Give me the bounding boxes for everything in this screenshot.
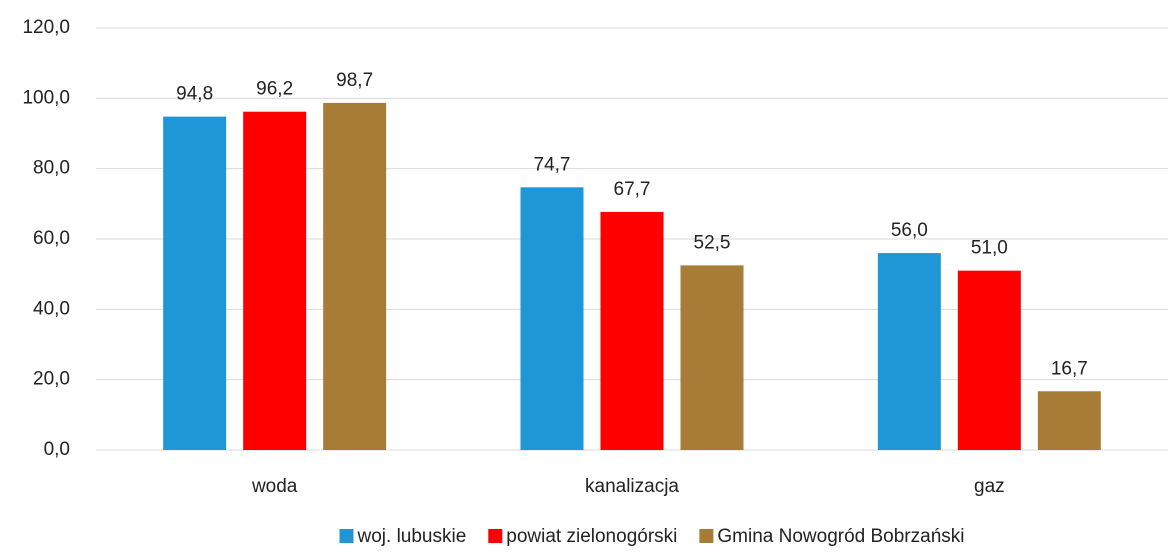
legend-swatch [699, 529, 714, 543]
legend-swatch [488, 529, 503, 543]
y-tick-label: 0,0 [44, 439, 70, 460]
value-label: 74,7 [534, 154, 571, 175]
value-label: 96,2 [256, 79, 293, 100]
value-label: 16,7 [1051, 358, 1088, 379]
bar [600, 211, 664, 450]
legend-label: woj. lubuskie [357, 526, 467, 547]
bar [163, 116, 227, 451]
value-label: 56,0 [891, 220, 928, 241]
x-tick-label: woda [251, 476, 298, 497]
y-tick-label: 120,0 [22, 17, 70, 38]
value-label: 67,7 [614, 179, 651, 200]
x-tick-label: gaz [974, 476, 1005, 497]
bar [243, 111, 307, 451]
bar [1037, 391, 1101, 450]
bar [957, 270, 1021, 450]
bar [323, 102, 387, 450]
value-label: 52,5 [694, 232, 731, 253]
y-tick-label: 20,0 [33, 369, 70, 390]
x-tick-label: kanalizacja [585, 476, 679, 497]
y-tick-label: 100,0 [22, 87, 70, 108]
y-tick-label: 40,0 [33, 298, 70, 319]
bar [520, 187, 584, 450]
legend-label: powiat zielonogórski [506, 526, 677, 547]
bar [877, 253, 941, 450]
y-tick-label: 80,0 [33, 158, 70, 179]
value-label: 98,7 [336, 70, 373, 91]
legend-label: Gmina Nowogród Bobrzański [717, 526, 964, 547]
bar [680, 265, 744, 450]
y-tick-label: 60,0 [33, 228, 70, 249]
value-label: 94,8 [176, 84, 213, 105]
value-label: 51,0 [971, 238, 1008, 259]
legend-swatch [339, 529, 354, 543]
